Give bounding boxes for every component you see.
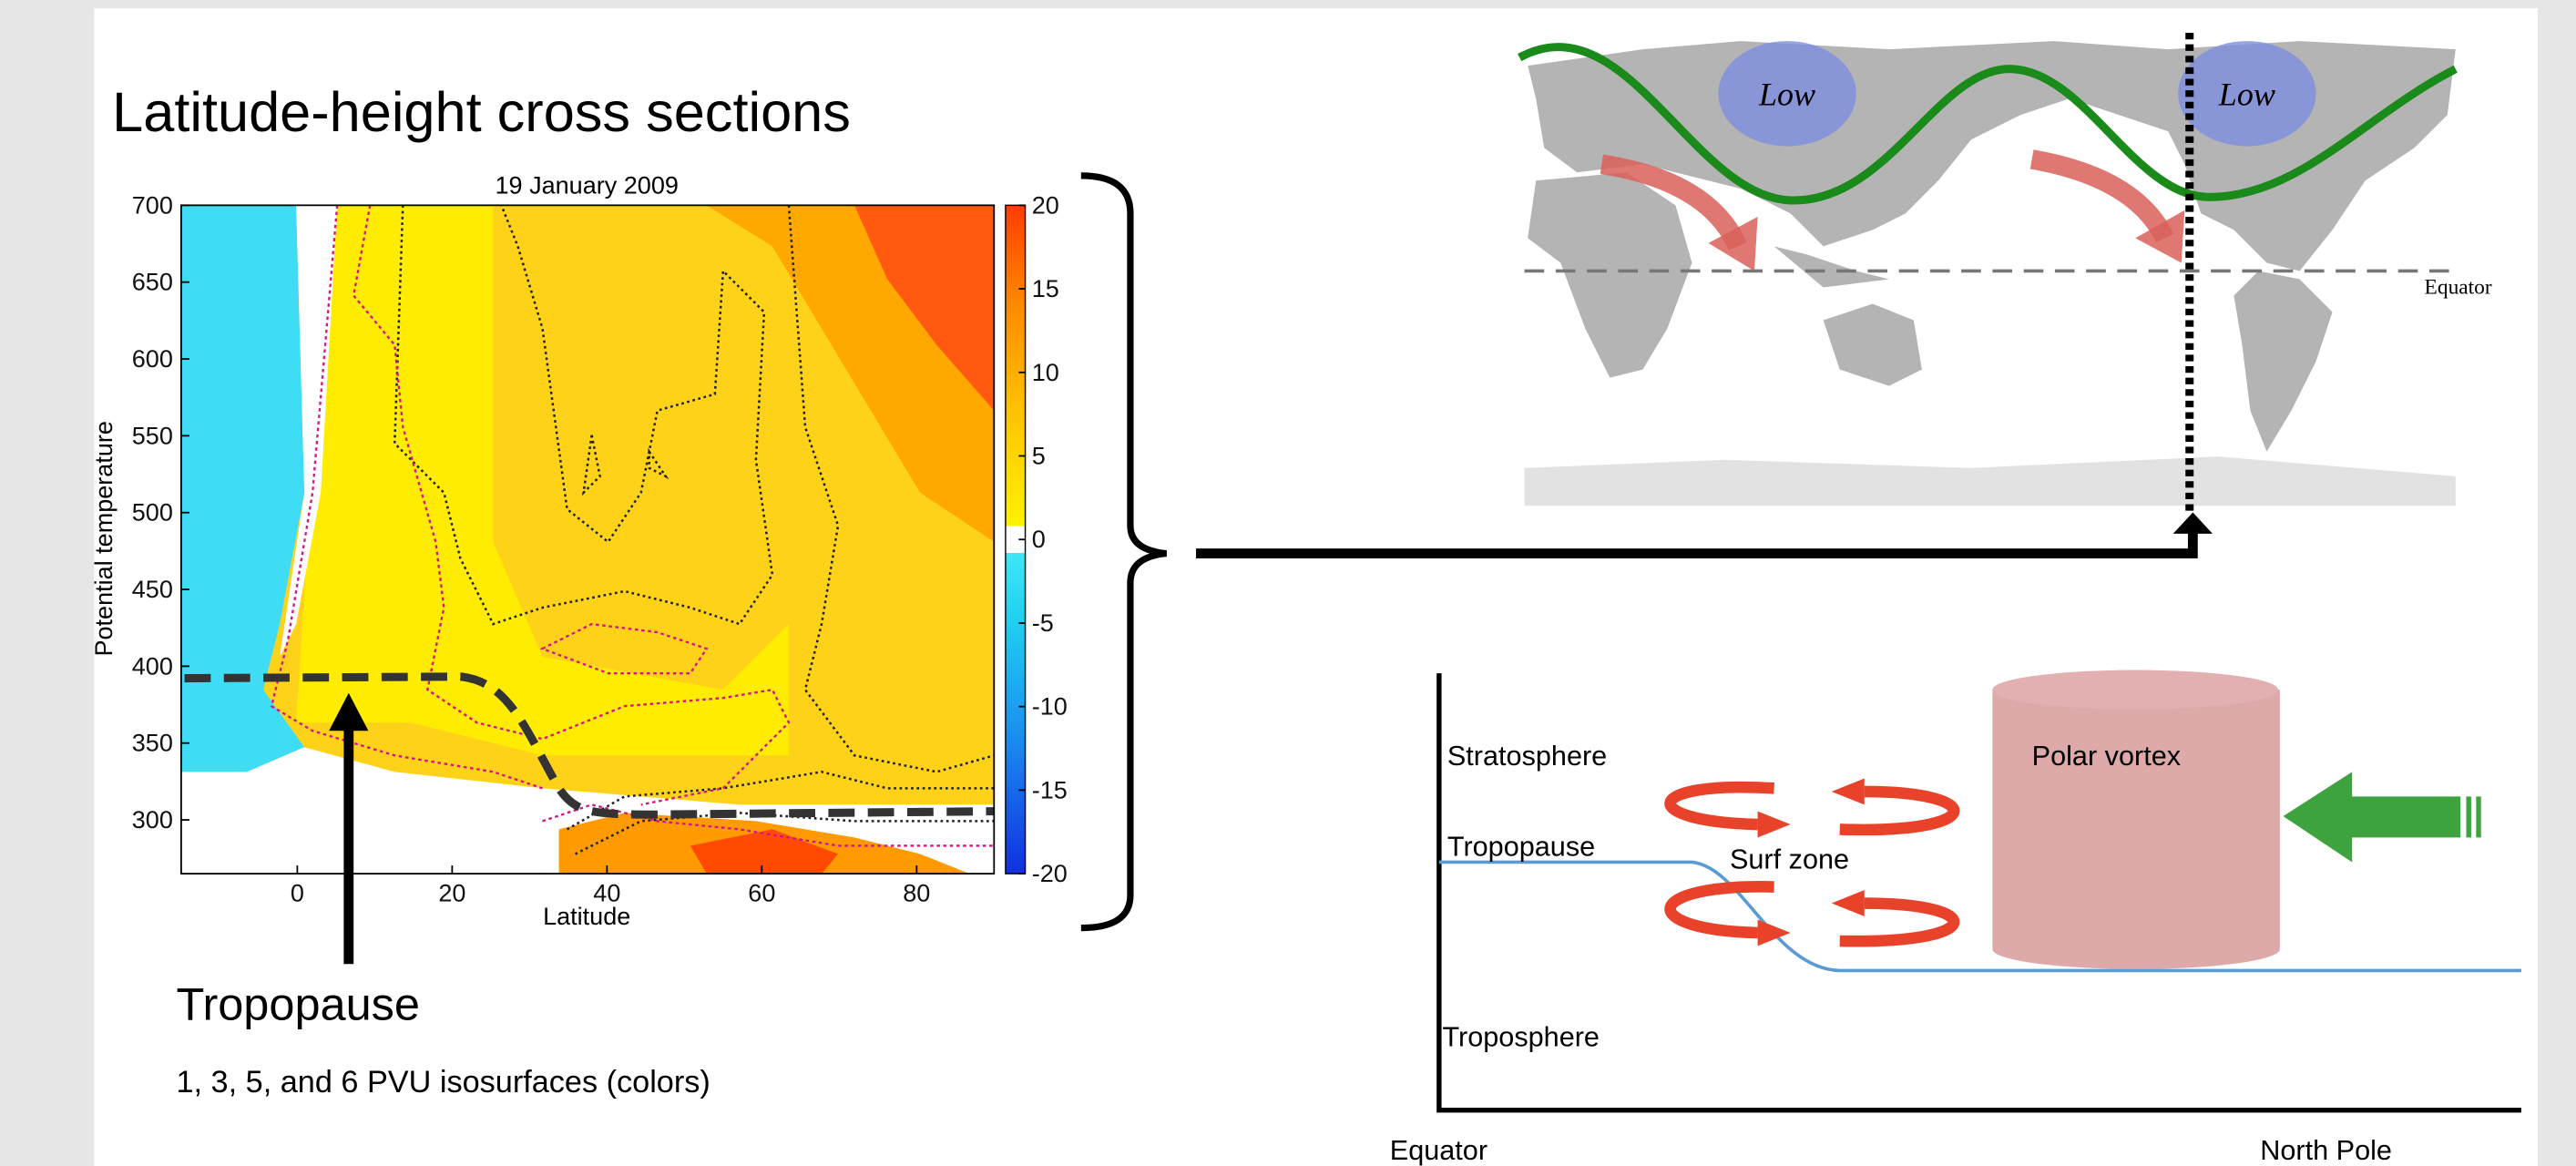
y-axis-label: Potential temperature [90,421,118,656]
diagram-axes [1436,673,2521,1113]
x-tick-label: 60 [748,880,775,907]
colorbar-tick-label: -5 [1032,609,1054,637]
vortex-cylinder [1992,690,2280,969]
low-circle [1718,41,1856,147]
green-arrow [2283,772,2461,863]
y-tick-label: 700 [132,191,173,219]
connector [1196,528,2198,558]
colorbar-tick-label: 20 [1032,191,1059,219]
y-tick-label: 400 [132,652,173,680]
connector-head [2172,512,2213,534]
low-label: Low [2218,76,2275,112]
colorbar-tick-label: 10 [1032,359,1059,386]
contour-field [180,205,995,874]
y-tick-label: 450 [132,576,173,603]
y-tick-label: 550 [132,422,173,449]
polar-vortex-label: Polar vortex [2032,741,2181,772]
green-arrow-tail [2466,796,2481,838]
colorbar-tick-label: -10 [1032,693,1068,721]
x-tick-label: 40 [593,880,620,907]
y-tick-label: 600 [132,345,173,373]
x-tick-label: 80 [903,880,930,907]
slide-title: Latitude-height cross sections [112,81,851,143]
tropopause-line [1438,860,2521,973]
low-label: Low [1758,76,1815,112]
colorbar-tick-label: -15 [1032,776,1068,803]
flow-arrow-head [2135,210,2185,263]
vortex-top [1992,670,2279,710]
eddy-arrows [1664,781,1960,947]
chart-title: 19 January 2009 [496,172,679,199]
y-tick-label: 500 [132,499,173,527]
stratosphere-label: Stratosphere [1447,741,1607,772]
x-axis-label: Latitude [543,903,630,930]
bracket [1080,172,1168,932]
eddy-heads [1757,778,1865,946]
arrow-head [329,692,369,731]
surf-zone-label: Surf zone [1730,844,1849,875]
equator-label: Equator [2425,276,2492,300]
x-tick-label: 0 [291,880,304,907]
troposphere-label: Troposphere [1442,1021,1600,1052]
y-tick-label: 300 [132,806,173,834]
y-tick-label: 650 [132,269,173,296]
colorbar-tick-label: 5 [1032,443,1046,470]
colorbar-tick-label: -20 [1032,860,1068,887]
flow-arrow-head [1708,216,1758,271]
y-tick-label: 350 [132,730,173,757]
low-circle [2178,41,2316,147]
plot-frame [179,204,996,874]
flow-arrow [1600,154,1747,251]
jet-stream [1518,43,2458,205]
colorbar-tick-label: 15 [1032,275,1059,302]
flow-arrow [2029,149,2174,243]
tropopause-label: Tropopause [176,978,419,1030]
x-tick-label: 20 [438,880,465,907]
north-pole-label: North Pole [2260,1135,2392,1166]
caption: 1, 3, 5, and 6 PVU isosurfaces (colors) [176,1065,710,1100]
equator-axis-label: Equator [1390,1135,1487,1166]
tropopause-label-diagram: Tropopause [1447,831,1595,862]
colorbar-tick-label: 0 [1032,526,1046,553]
